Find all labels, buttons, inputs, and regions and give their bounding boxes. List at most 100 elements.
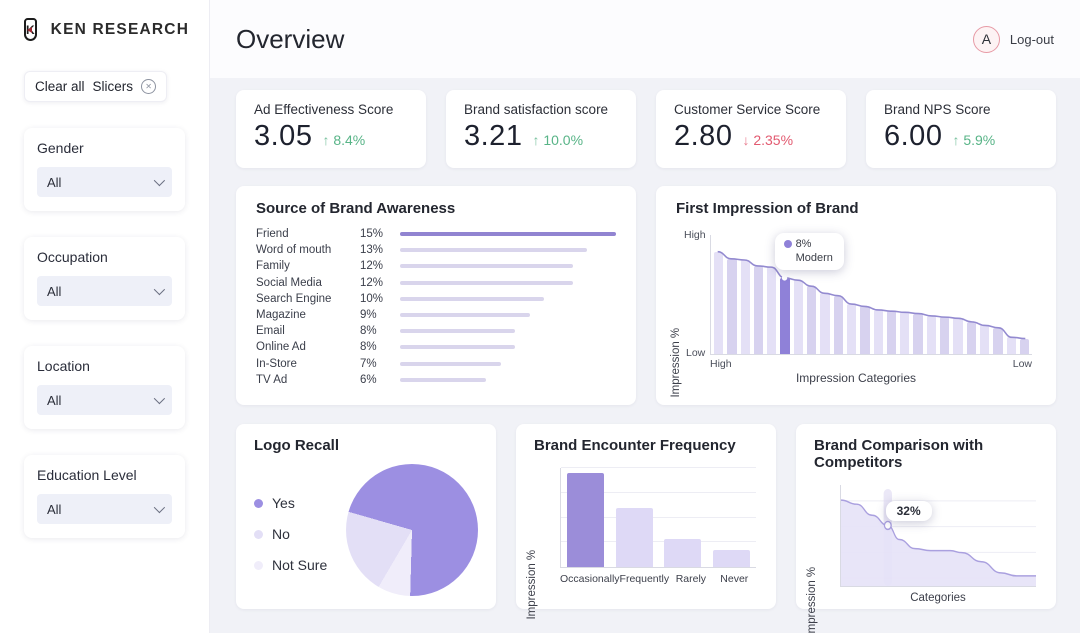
impression-bar[interactable]	[860, 306, 870, 354]
impression-bar[interactable]	[807, 286, 817, 354]
value-label: 6%	[360, 373, 377, 386]
value-label: 9%	[360, 309, 377, 322]
impression-bar[interactable]	[846, 304, 857, 354]
impression-bar[interactable]	[753, 265, 764, 354]
impression-bar[interactable]	[993, 327, 1003, 354]
impression-bar[interactable]	[1006, 337, 1016, 354]
kpi-card-brand-satisfaction: Brand satisfaction score 3.21 ↑ 10.0%	[446, 90, 636, 168]
impression-bar[interactable]	[780, 277, 790, 354]
impression-bar[interactable]	[714, 251, 724, 354]
impression-bar[interactable]	[913, 313, 923, 354]
gridline	[561, 516, 756, 518]
impression-bar[interactable]	[820, 293, 830, 354]
bar[interactable]	[400, 280, 573, 285]
area-chart-svg[interactable]	[840, 485, 1036, 586]
filter-card-location: Location All	[24, 346, 185, 429]
bar[interactable]	[400, 248, 588, 253]
legend-item[interactable]: Yes	[254, 495, 327, 511]
impression-bar[interactable]	[900, 312, 910, 354]
bar[interactable]	[400, 264, 573, 269]
impression-bar[interactable]	[727, 258, 737, 354]
clear-all-slicers-button[interactable]: Clear all Slicers ✕	[24, 71, 168, 102]
awareness-row: TV Ad 6%	[256, 372, 616, 388]
category-label: Email	[256, 325, 285, 338]
bar-column	[561, 468, 610, 567]
kpi-delta: ↓ 2.35%	[742, 132, 794, 148]
chevron-down-icon	[153, 501, 166, 514]
awareness-row: Friend 15%	[256, 226, 616, 242]
bar[interactable]	[400, 313, 530, 318]
gridline	[561, 541, 756, 543]
close-icon[interactable]: ✕	[141, 79, 157, 94]
brand-comparison-card: Brand Comparison with Competitors Impres…	[796, 424, 1056, 633]
category-label: Magazine	[256, 309, 306, 322]
occupation-select[interactable]: All	[37, 276, 172, 306]
middle-row: Source of Brand Awareness Friend 15% Word …	[236, 186, 1056, 405]
page-title: Overview	[236, 23, 345, 54]
impression-bar[interactable]	[833, 295, 843, 354]
first-impression-chart: Impression % High Low 8% Modern High Low Impres…	[670, 225, 1036, 398]
impression-bar[interactable]	[926, 315, 937, 354]
awareness-row: Word of mouth 13%	[256, 242, 616, 258]
impression-bar[interactable]	[953, 318, 963, 354]
brand-name: KEN RESEARCH	[50, 20, 190, 38]
legend-item[interactable]: No	[254, 526, 327, 542]
impression-bar[interactable]	[740, 260, 750, 354]
value-label: 7%	[360, 357, 377, 370]
bar[interactable]	[400, 345, 516, 350]
x-tick-label: Never	[720, 573, 749, 585]
selected-value: All	[47, 174, 62, 190]
frequency-bar[interactable]	[566, 472, 604, 567]
data-point-marker[interactable]	[883, 520, 892, 531]
pie-chart[interactable]	[346, 464, 478, 596]
logout-button[interactable]: Log-out	[1009, 31, 1054, 47]
kpi-label: Brand satisfaction score	[464, 102, 609, 117]
bar[interactable]	[400, 329, 516, 334]
bar-track	[400, 377, 616, 382]
awareness-row: Search Engine 10%	[256, 291, 616, 307]
impression-bar[interactable]	[940, 317, 950, 354]
avatar[interactable]: A	[972, 25, 1000, 53]
bar[interactable]	[400, 296, 544, 301]
kpi-value: 3.05	[254, 120, 313, 152]
filter-label: Location	[37, 358, 90, 374]
bar[interactable]	[400, 377, 487, 382]
location-select[interactable]: All	[37, 385, 172, 415]
bar[interactable]	[400, 232, 616, 237]
chart-title: Brand Comparison with Competitors	[814, 437, 984, 471]
selected-value: All	[47, 392, 62, 408]
chart-tooltip: 32%	[885, 501, 932, 521]
awareness-row: In-Store 7%	[256, 356, 616, 372]
frequency-bar[interactable]	[713, 550, 751, 567]
gridline	[561, 491, 756, 493]
slicers-label: Slicers	[92, 79, 134, 94]
bar-track	[400, 280, 616, 285]
value-label: 10%	[360, 292, 384, 305]
kpi-value: 2.80	[674, 120, 733, 152]
y-tick-high: High	[684, 229, 706, 241]
top-bar: Overview A Log-out	[210, 0, 1080, 78]
bar-column	[659, 468, 708, 567]
gender-select[interactable]: All	[37, 167, 172, 197]
clear-all-label: Clear all	[35, 79, 85, 94]
impression-bar[interactable]	[793, 280, 804, 354]
education-level-select[interactable]: All	[37, 494, 172, 524]
legend-label: Not Sure	[272, 557, 328, 573]
impression-bar[interactable]	[979, 325, 990, 354]
frequency-bar[interactable]	[615, 507, 653, 567]
frequency-bar[interactable]	[664, 539, 702, 567]
brand-logo-icon: K	[24, 18, 37, 41]
impression-bar[interactable]	[767, 267, 777, 354]
chart-title: Logo Recall	[254, 437, 340, 454]
awareness-bar-chart: Friend 15% Word of mouth 13% Family 12% Social…	[256, 226, 616, 388]
impression-bar[interactable]	[966, 321, 976, 354]
filter-label: Education Level	[37, 467, 137, 483]
impression-bar[interactable]	[873, 309, 883, 354]
dashboard-content: Ad Effectiveness Score 3.05 ↑ 8.4% Brand…	[210, 78, 1080, 633]
impression-bar[interactable]	[886, 311, 897, 354]
bar[interactable]	[400, 361, 501, 366]
filter-card-gender: Gender All	[24, 128, 185, 211]
bar-column	[707, 468, 756, 567]
legend-item[interactable]: Not Sure	[254, 557, 327, 573]
impression-bar[interactable]	[1019, 338, 1030, 354]
